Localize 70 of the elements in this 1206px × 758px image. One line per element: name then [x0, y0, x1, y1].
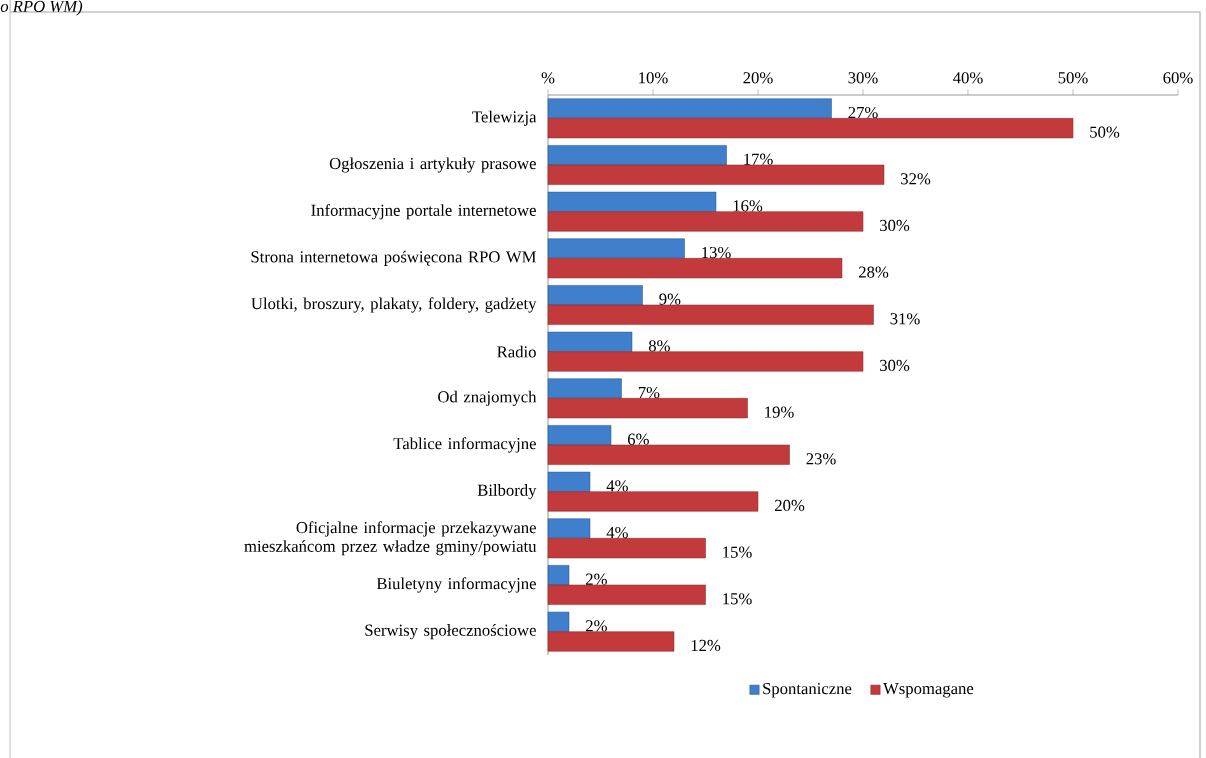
y-tick-label: Strona internetowa poświęcona RPO WM: [251, 250, 536, 266]
x-tick-label: 20%: [743, 72, 773, 84]
bar: [547, 238, 685, 259]
data-label: 50%: [1090, 126, 1120, 138]
bar: [547, 351, 864, 372]
bar: [547, 145, 727, 166]
data-label: 4%: [606, 480, 628, 492]
data-label: 32%: [901, 173, 931, 185]
data-label: 12%: [691, 639, 721, 652]
bar: [547, 378, 622, 399]
bar: [547, 444, 790, 465]
data-label: 30%: [880, 359, 910, 372]
bar: [547, 491, 759, 512]
data-label: 6%: [627, 433, 649, 445]
legend-label: Spontaniczne: [763, 682, 852, 698]
bar: [547, 304, 874, 325]
y-tick-label: Serwisy społecznościowe: [365, 624, 536, 640]
data-label: 28%: [859, 266, 889, 278]
x-tick-label: 30%: [848, 72, 878, 84]
bar: [547, 584, 706, 605]
y-tick-label: Oficjalne informacje przekazywane mieszkańcom przez władze gminy/powiatu: [244, 521, 537, 556]
bar: [547, 285, 643, 306]
y-tick-label: Radio: [497, 345, 536, 358]
y-tick-label: Ulotki, broszury, plakaty, foldery, gadżety: [251, 297, 537, 313]
bar: [547, 565, 570, 586]
bar: [547, 331, 633, 352]
y-tick-label: Biuletyny informacyjne: [376, 577, 536, 593]
bar: [547, 631, 675, 652]
data-label: 15%: [723, 593, 752, 605]
data-label: 30%: [880, 219, 910, 232]
x-tick-label: 10%: [639, 72, 668, 84]
bar: [547, 425, 612, 446]
data-label: 15%: [723, 546, 752, 558]
data-label: 27%: [848, 106, 878, 119]
y-tick-label: Telewizja: [472, 110, 537, 126]
data-label: 9%: [659, 293, 681, 305]
bar: [547, 164, 885, 185]
data-label: 20%: [775, 499, 805, 512]
x-tick-label: 60%: [1163, 72, 1193, 84]
data-label: 23%: [806, 453, 836, 465]
data-label: 4%: [606, 526, 628, 539]
bar: [547, 611, 570, 632]
data-label: 16%: [733, 200, 763, 212]
data-label: 2%: [586, 573, 607, 585]
data-label: 19%: [765, 406, 794, 418]
x-tick-label: 40%: [953, 72, 983, 84]
x-tick-label: %: [541, 72, 555, 84]
bar: [547, 538, 706, 559]
bar: [547, 211, 864, 232]
bar: [547, 191, 717, 212]
y-tick-label: Informacyjne portale internetowe: [311, 204, 536, 220]
y-tick-label: Ogłoszenia i artykuły prasowe: [329, 157, 536, 173]
bar: [547, 518, 591, 539]
bar: [547, 398, 748, 419]
y-tick-label: Tablice informacyjne: [393, 437, 536, 453]
legend-label: Wspomagane: [883, 683, 974, 698]
bar: [547, 118, 1074, 139]
bar: [547, 98, 832, 119]
y-tick-label: Bilbordy: [477, 484, 537, 500]
data-label: 8%: [648, 340, 670, 352]
x-tick-label: 50%: [1058, 72, 1088, 84]
data-label: 7%: [638, 386, 660, 399]
text: o RPO WM): [0, 0, 83, 16]
bar: [547, 471, 591, 492]
bar: [547, 258, 843, 279]
data-label: 13%: [702, 246, 731, 259]
data-label: 2%: [586, 620, 607, 632]
data-label: 17%: [744, 153, 773, 165]
data-label: 31%: [890, 313, 920, 325]
y-tick-label: Od znajomych: [438, 390, 537, 406]
